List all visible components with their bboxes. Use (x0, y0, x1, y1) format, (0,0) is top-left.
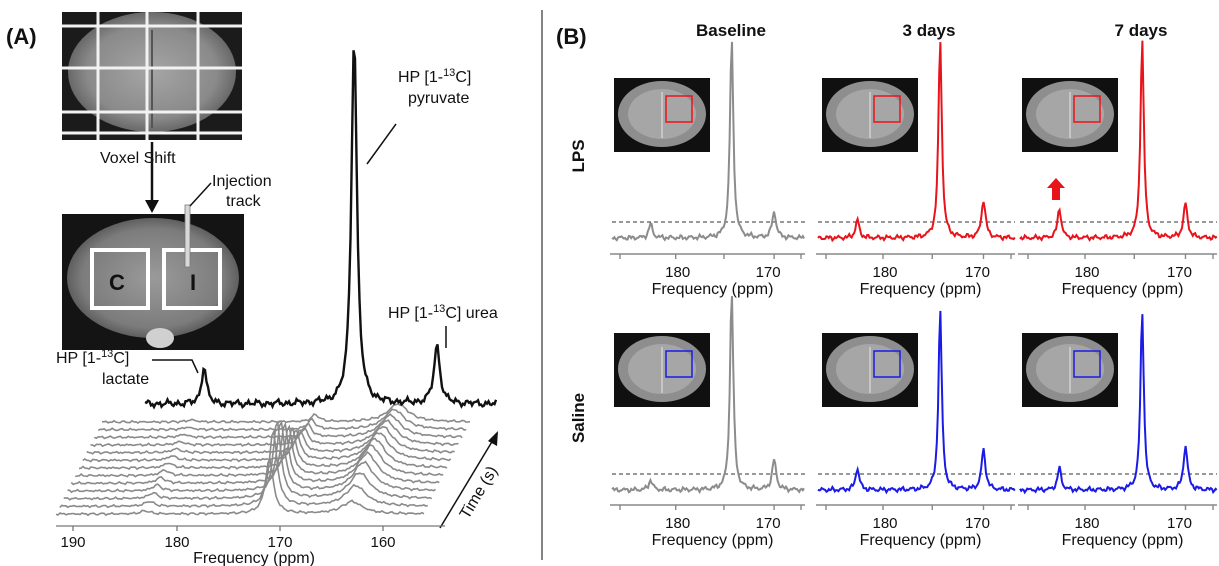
voxel-c-label: C (109, 270, 125, 295)
voxel-shift-arrow (145, 142, 159, 213)
injection-needle (184, 204, 191, 268)
contralateral-voxel (90, 248, 150, 310)
dynamic-spectrum-line (70, 421, 440, 486)
time-axis-arrow (439, 431, 498, 529)
lactate-label-line2: lactate (102, 371, 149, 388)
lactate-label: HP [1-13C] (56, 348, 129, 367)
column-header-7-days: 7 days (1115, 21, 1168, 40)
mri-voxel-image (62, 204, 244, 350)
spectrum-line (817, 310, 1016, 495)
panel-b-label: (B) (556, 24, 587, 49)
x-axis-label: Frequency (ppm) (860, 532, 982, 549)
row-label-saline: Saline (569, 393, 588, 443)
x-tick-label: 180 (665, 264, 690, 281)
panel-a-x-axis-label: Frequency (ppm) (193, 550, 315, 566)
spectrum-line (611, 41, 805, 242)
dynamic-spectrum-line (82, 429, 452, 463)
dynamic-spectrum-line (101, 403, 471, 424)
spectrum-line (1019, 40, 1218, 243)
panel-a-x-tick: 170 (267, 534, 292, 551)
spectrum-line (1019, 314, 1218, 495)
ipsilateral-voxel (162, 248, 222, 310)
x-tick-label: 180 (665, 515, 690, 532)
spectrum-line (817, 42, 1016, 243)
x-axis-label: Frequency (ppm) (860, 281, 982, 298)
lactate-increase-arrow (1047, 178, 1065, 200)
x-axis-label: Frequency (ppm) (652, 532, 774, 549)
time-axis-label: Time (s) (457, 464, 501, 523)
summed-spectrum-line (144, 50, 498, 410)
x-axis-label: Frequency (ppm) (1062, 532, 1184, 549)
injection-label: Injection (212, 173, 272, 190)
panel-a-x-tick: 190 (60, 534, 85, 551)
dynamic-spectrum-line (78, 427, 448, 471)
pyruvate-label: HP [1-13C] (398, 67, 471, 86)
dynamic-spectra-stack (55, 403, 471, 517)
spectrum-line (611, 296, 805, 495)
x-tick-label: 170 (756, 264, 781, 281)
urea-label: HP [1-13C] urea (388, 303, 498, 322)
x-tick-label: 170 (1167, 264, 1192, 281)
track-label: track (226, 193, 262, 210)
column-header-3-days: 3 days (903, 21, 956, 40)
dynamic-spectrum-line (67, 419, 436, 494)
voxel-i-label: I (190, 270, 196, 295)
x-axis-label: Frequency (ppm) (1062, 281, 1184, 298)
x-tick-label: 180 (1074, 264, 1099, 281)
x-tick-label: 180 (872, 264, 897, 281)
dynamic-spectrum-line (59, 428, 428, 509)
dynamic-spectrum-line (75, 424, 444, 478)
pyruvate-label-line2: pyruvate (408, 90, 469, 107)
column-header-baseline: Baseline (696, 21, 766, 40)
mri-grid-image (62, 12, 242, 140)
x-tick-label: 170 (965, 515, 990, 532)
panel-a-x-axis (56, 525, 445, 531)
voxel-shift-label: Voxel Shift (100, 150, 176, 167)
panel-a-x-tick: 180 (164, 534, 189, 551)
row-label-lps: LPS (569, 139, 588, 172)
x-tick-label: 170 (965, 264, 990, 281)
x-tick-label: 180 (1074, 515, 1099, 532)
dynamic-spectrum-line (55, 456, 425, 517)
x-axis-label: Frequency (ppm) (652, 281, 774, 298)
x-tick-label: 180 (872, 515, 897, 532)
panel-a-label: (A) (6, 24, 37, 49)
x-tick-label: 170 (1167, 515, 1192, 532)
panel-a-x-tick: 160 (370, 534, 395, 551)
dynamic-spectrum-line (63, 419, 433, 501)
x-tick-label: 170 (756, 515, 781, 532)
